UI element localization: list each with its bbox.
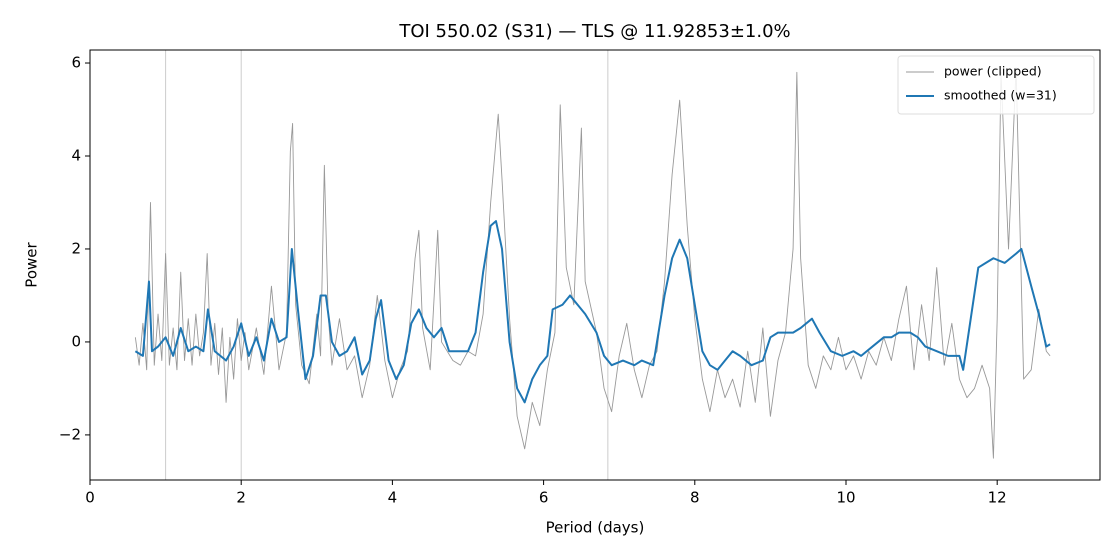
y-tick-label: 0 (71, 332, 81, 350)
y-tick-label: 2 (71, 239, 81, 257)
y-axis-label: Power (23, 241, 41, 287)
x-axis-label: Period (days) (546, 519, 645, 537)
axes-frame (89, 49, 1101, 481)
series-line (134, 67, 1051, 459)
legend-label: smoothed (w=31) (944, 88, 1057, 103)
legend-box (897, 55, 1095, 115)
x-tick-label: 10 (836, 489, 855, 507)
x-tick-label: 0 (85, 489, 95, 507)
legend: power (clipped) smoothed (w=31) (897, 55, 1095, 115)
y-tick-label: 4 (71, 146, 81, 164)
chart-title: TOI 550.02 (S31) — TLS @ 11.92853±1.0% (398, 21, 790, 42)
x-tick-label: 4 (388, 489, 398, 507)
y-tick-label: 6 (71, 54, 81, 72)
series-line (134, 220, 1051, 404)
legend-label: power (clipped) (944, 64, 1042, 79)
y-tick-label: −2 (59, 425, 81, 443)
x-tick-label: 6 (539, 489, 549, 507)
x-tick-label: 12 (988, 489, 1007, 507)
x-tick-label: 2 (236, 489, 246, 507)
x-tick-label: 8 (690, 489, 700, 507)
